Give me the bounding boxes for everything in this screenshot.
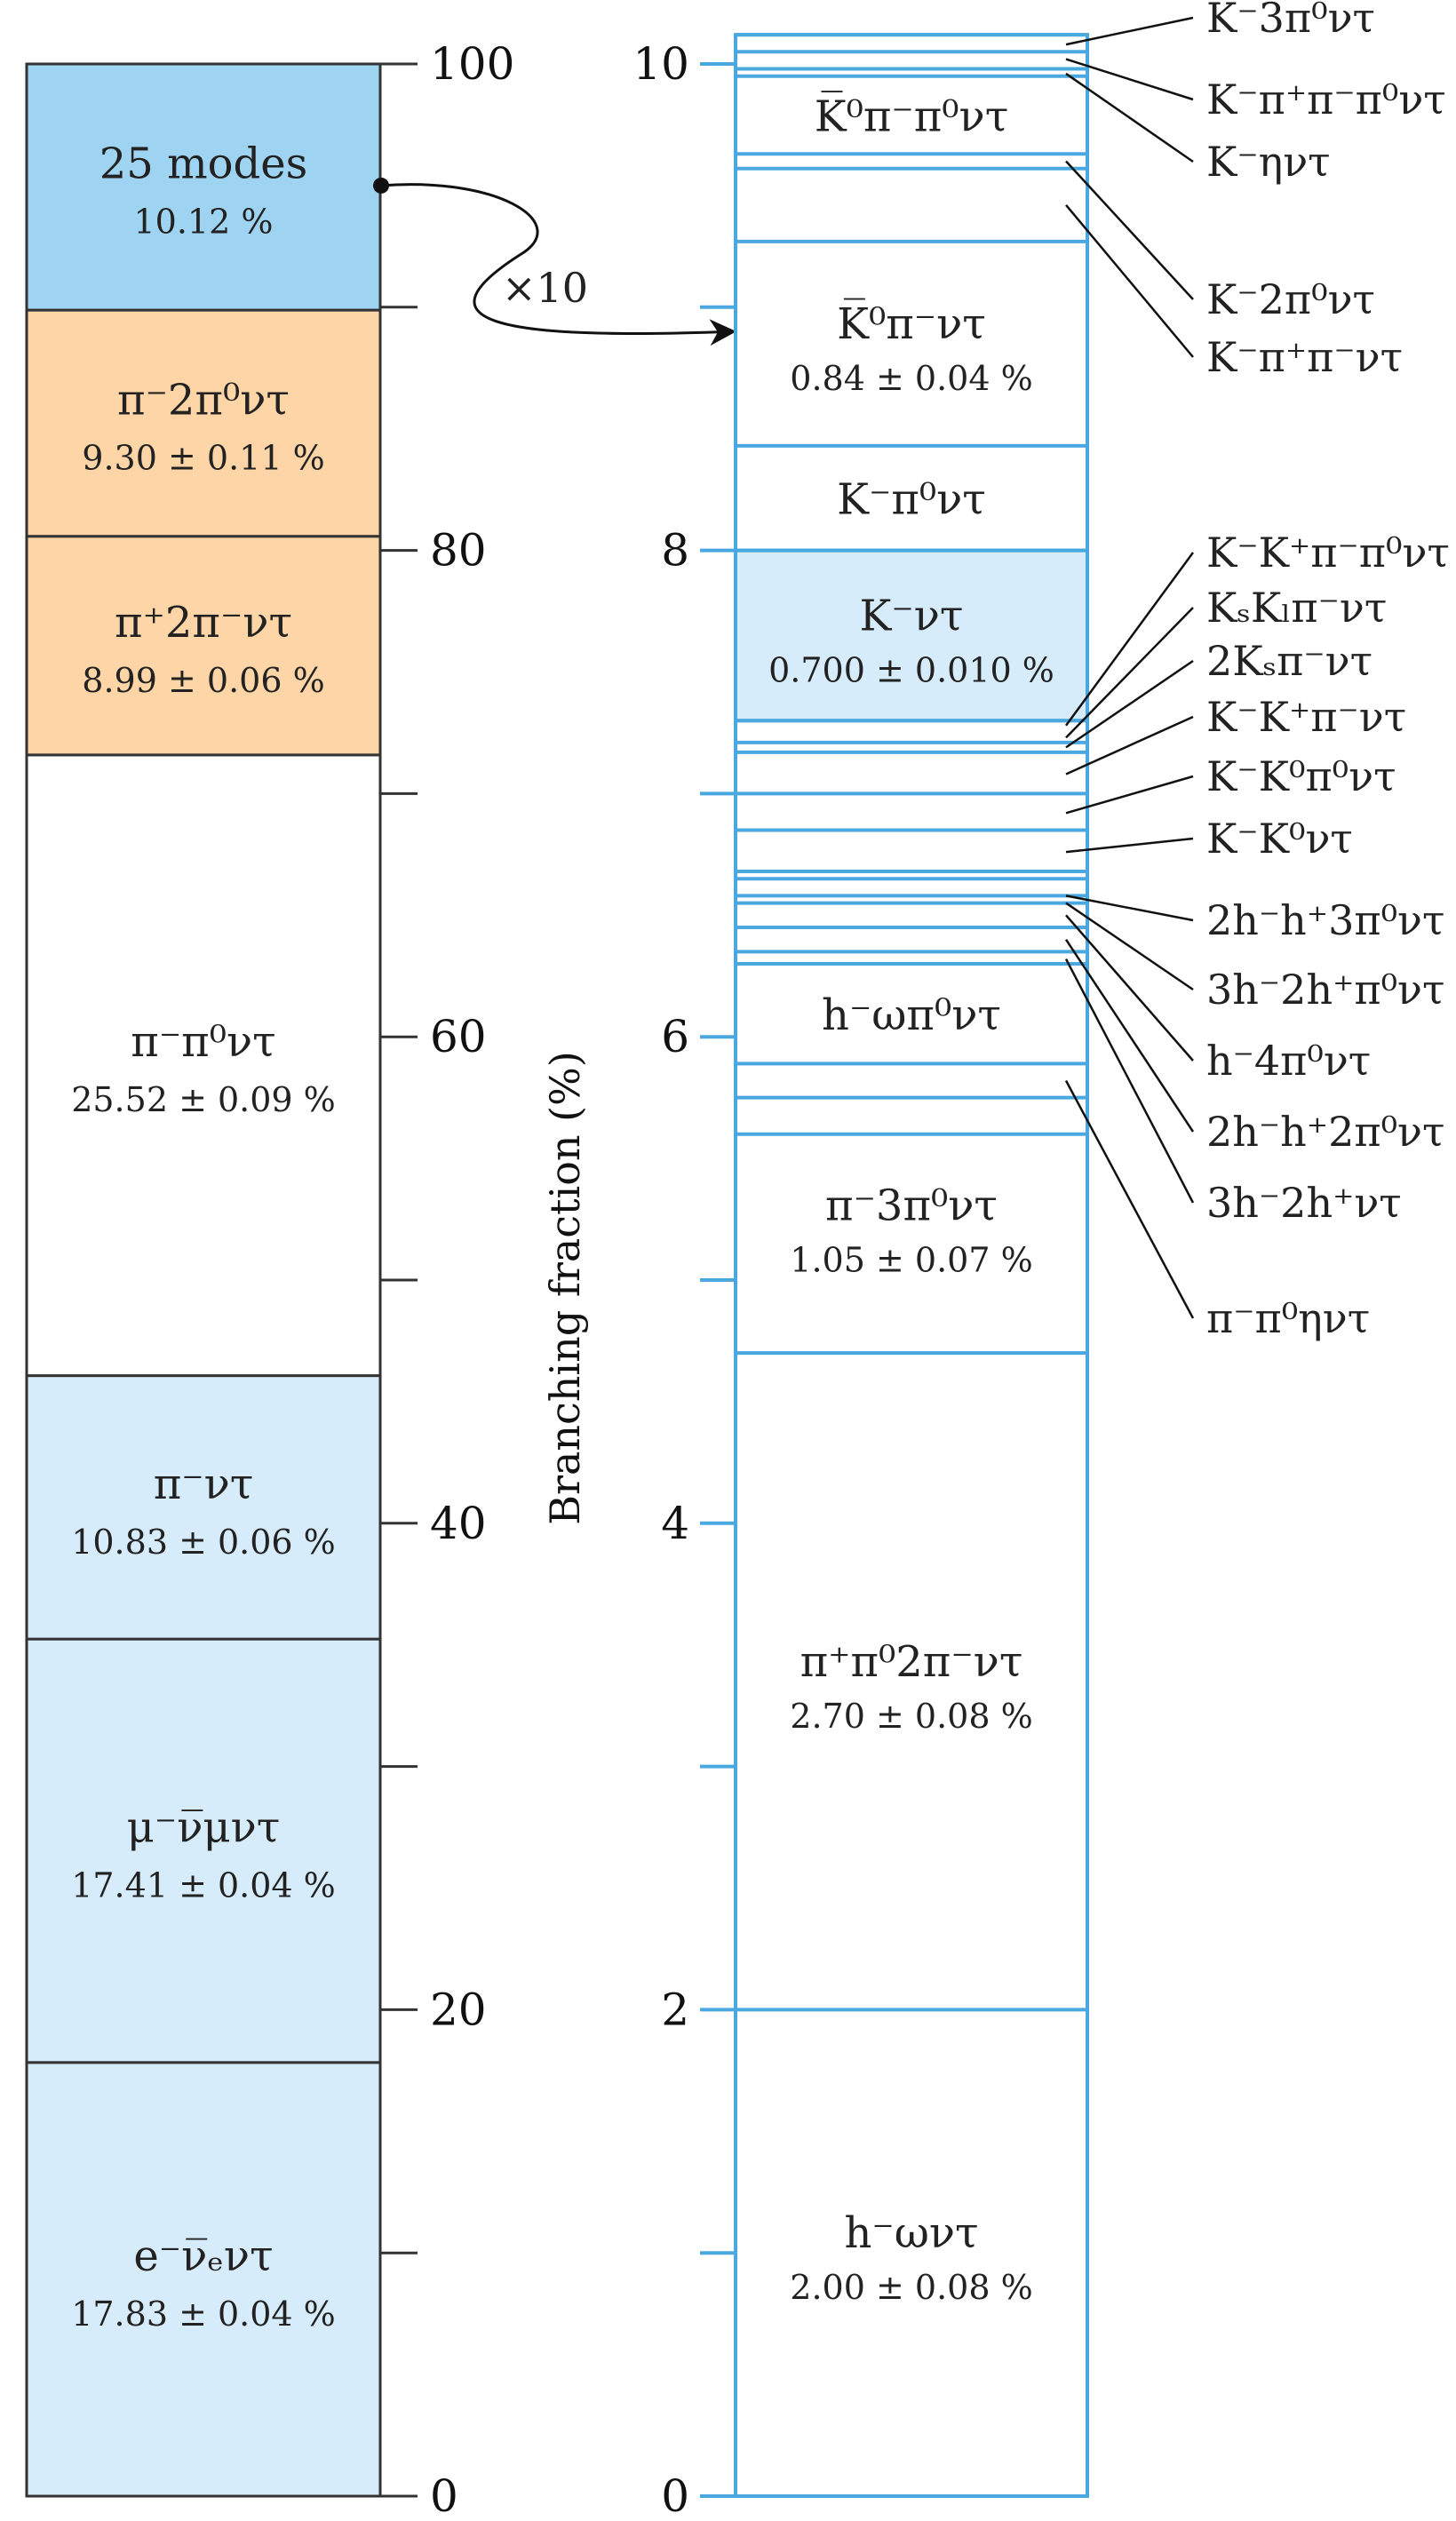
segment-value-label: 9.30 ± 0.11 % xyxy=(82,438,324,477)
callout-labels: K⁻3π⁰ντ K⁻π⁺π⁻π⁰ντ K⁻ηντ K⁻2π⁰ντ K⁻π⁺π⁻ντ K⁻K… xyxy=(1064,0,1450,1342)
left-axis: 0 20 40 60 80 100 xyxy=(380,38,514,2521)
callout-label: KₛKₗπ⁻ντ xyxy=(1206,584,1387,632)
left-tick-label: 80 xyxy=(430,525,487,577)
callout-leader xyxy=(1065,659,1194,749)
left-tick-label: 40 xyxy=(430,1498,487,1549)
callout-label: K⁻π⁺π⁻ντ xyxy=(1206,333,1403,381)
segment-label: 25 modes xyxy=(99,139,308,189)
callout-label: 2Kₛπ⁻ντ xyxy=(1206,637,1372,685)
left-tick-label: 100 xyxy=(430,38,514,90)
callout-leader xyxy=(1064,1079,1195,1319)
left-segment-25-modes xyxy=(25,62,382,312)
magnify-connector: ×10 xyxy=(373,177,736,346)
callout-leader xyxy=(1065,160,1194,300)
right-segment-label-k: K⁻π⁰ντ xyxy=(837,475,986,525)
callout-leader xyxy=(1065,16,1194,46)
callout-leader xyxy=(1065,775,1194,815)
right-tick-label: 10 xyxy=(633,38,689,90)
right-segment-label-k: K̅⁰π⁻ντ xyxy=(837,298,986,349)
right-segment-label-k: K̅⁰π⁻π⁰ντ xyxy=(815,91,1009,142)
left-segment-item xyxy=(25,753,382,1378)
right-tick-label: 6 xyxy=(661,1011,689,1062)
callout-leader xyxy=(1065,914,1194,1062)
callout-leader xyxy=(1064,958,1195,1204)
right-tick-label: 4 xyxy=(661,1498,689,1549)
callout-leader xyxy=(1065,715,1194,775)
segment-value-label: 0.84 ± 0.04 % xyxy=(790,359,1032,398)
segment-value-label: 17.41 ± 0.04 % xyxy=(71,1865,336,1905)
callout-label: K⁻ηντ xyxy=(1206,138,1331,186)
segment-label: μ⁻ν̅μντ xyxy=(127,1802,281,1852)
left-segment-2 xyxy=(25,535,382,757)
left-stacked-bar: e⁻ν̅ₑντ 17.83 ± 0.04 % μ⁻ν̅μντ 17.41 ± 0.04… xyxy=(25,62,382,2498)
segment-label: π⁻2π⁰ντ xyxy=(117,375,290,425)
callout-leader xyxy=(1065,72,1194,163)
connector-arrow xyxy=(380,183,736,346)
callout-label: K⁻2π⁰ντ xyxy=(1206,275,1375,323)
left-segment-item xyxy=(25,1637,382,2064)
right-segment-label-2: π⁺π⁰2π⁻ντ xyxy=(800,1637,1023,1687)
callout-label: 3h⁻2h⁺ντ xyxy=(1206,1179,1402,1227)
left-tick-label: 0 xyxy=(430,2470,458,2521)
right-segment-highlight xyxy=(734,548,1089,723)
callout-leader xyxy=(1065,902,1194,991)
callout-label: π⁻π⁰ηντ xyxy=(1206,1294,1370,1342)
segment-value-label: 10.83 ± 0.06 % xyxy=(71,1523,336,1562)
segment-label: π⁻ντ xyxy=(154,1459,254,1509)
callout-leader xyxy=(1065,204,1194,358)
callout-leader xyxy=(1064,552,1195,727)
right-segment-label-h: h⁻ωντ xyxy=(844,2208,978,2258)
callout-label: K⁻K⁰π⁰ντ xyxy=(1206,752,1396,800)
segment-value-label: 10.12 % xyxy=(134,203,274,242)
right-segment-label-3: π⁻3π⁰ντ xyxy=(825,1181,998,1230)
callout-leader xyxy=(1065,895,1194,922)
callout-label: K⁻K⁺π⁻ντ xyxy=(1206,693,1406,741)
left-tick-label: 20 xyxy=(430,1984,487,2035)
segment-label: π⁺2π⁻ντ xyxy=(115,598,292,648)
segment-value-label: 1.05 ± 0.07 % xyxy=(790,1240,1032,1279)
callout-label: K⁻K⁰ντ xyxy=(1206,815,1353,863)
left-segment-2 xyxy=(25,308,382,538)
segment-value-label: 2.70 ± 0.08 % xyxy=(790,1697,1032,1736)
callout-label: 2h⁻h⁺3π⁰ντ xyxy=(1206,896,1444,944)
segment-label: π⁻π⁰ντ xyxy=(131,1017,275,1067)
callout-label: K⁻3π⁰ντ xyxy=(1206,0,1375,42)
left-segment-e xyxy=(25,2061,382,2498)
callout-leader xyxy=(1064,938,1195,1133)
y-axis-title: Branching fraction (%) xyxy=(541,1051,589,1525)
segment-value-label: 17.83 ± 0.04 % xyxy=(71,2294,336,2334)
callout-label: K⁻K⁺π⁻π⁰ντ xyxy=(1206,529,1450,577)
right-tick-label: 8 xyxy=(661,525,689,577)
right-stacked-bar: h⁻ωντ 2.00 ± 0.08 % π⁺π⁰2π⁻ντ 2.70 ± 0.08 %… xyxy=(734,33,1089,2498)
segment-value-label: 25.52 ± 0.09 % xyxy=(71,1080,336,1119)
right-tick-label: 0 xyxy=(661,2470,689,2521)
callout-label: 2h⁻h⁺2π⁰ντ xyxy=(1206,1108,1444,1156)
right-segment-label-k: K⁻ντ xyxy=(860,591,964,640)
callout-label: K⁻π⁺π⁻π⁰ντ xyxy=(1206,76,1446,123)
right-axis: Branching fraction (%) 0 2 4 6 8 10 xyxy=(541,38,736,2521)
callout-leader xyxy=(1065,837,1194,854)
callout-label: 3h⁻2h⁺π⁰ντ xyxy=(1206,966,1444,1014)
segment-value-label: 2.00 ± 0.08 % xyxy=(790,2268,1032,2307)
segment-value-label: 8.99 ± 0.06 % xyxy=(82,661,324,700)
callout-label: h⁻4π⁰ντ xyxy=(1206,1037,1371,1085)
callout-leader xyxy=(1065,58,1194,101)
left-tick-label: 60 xyxy=(430,1011,487,1062)
callout-leader xyxy=(1065,607,1194,739)
right-segment-label-h: h⁻ωπ⁰ντ xyxy=(822,990,1001,1040)
segment-label: e⁻ν̅ₑντ xyxy=(133,2231,273,2281)
segment-value-label: 0.700 ± 0.010 % xyxy=(768,650,1054,689)
magnify-label: ×10 xyxy=(502,264,588,312)
right-tick-label: 2 xyxy=(661,1984,689,2035)
